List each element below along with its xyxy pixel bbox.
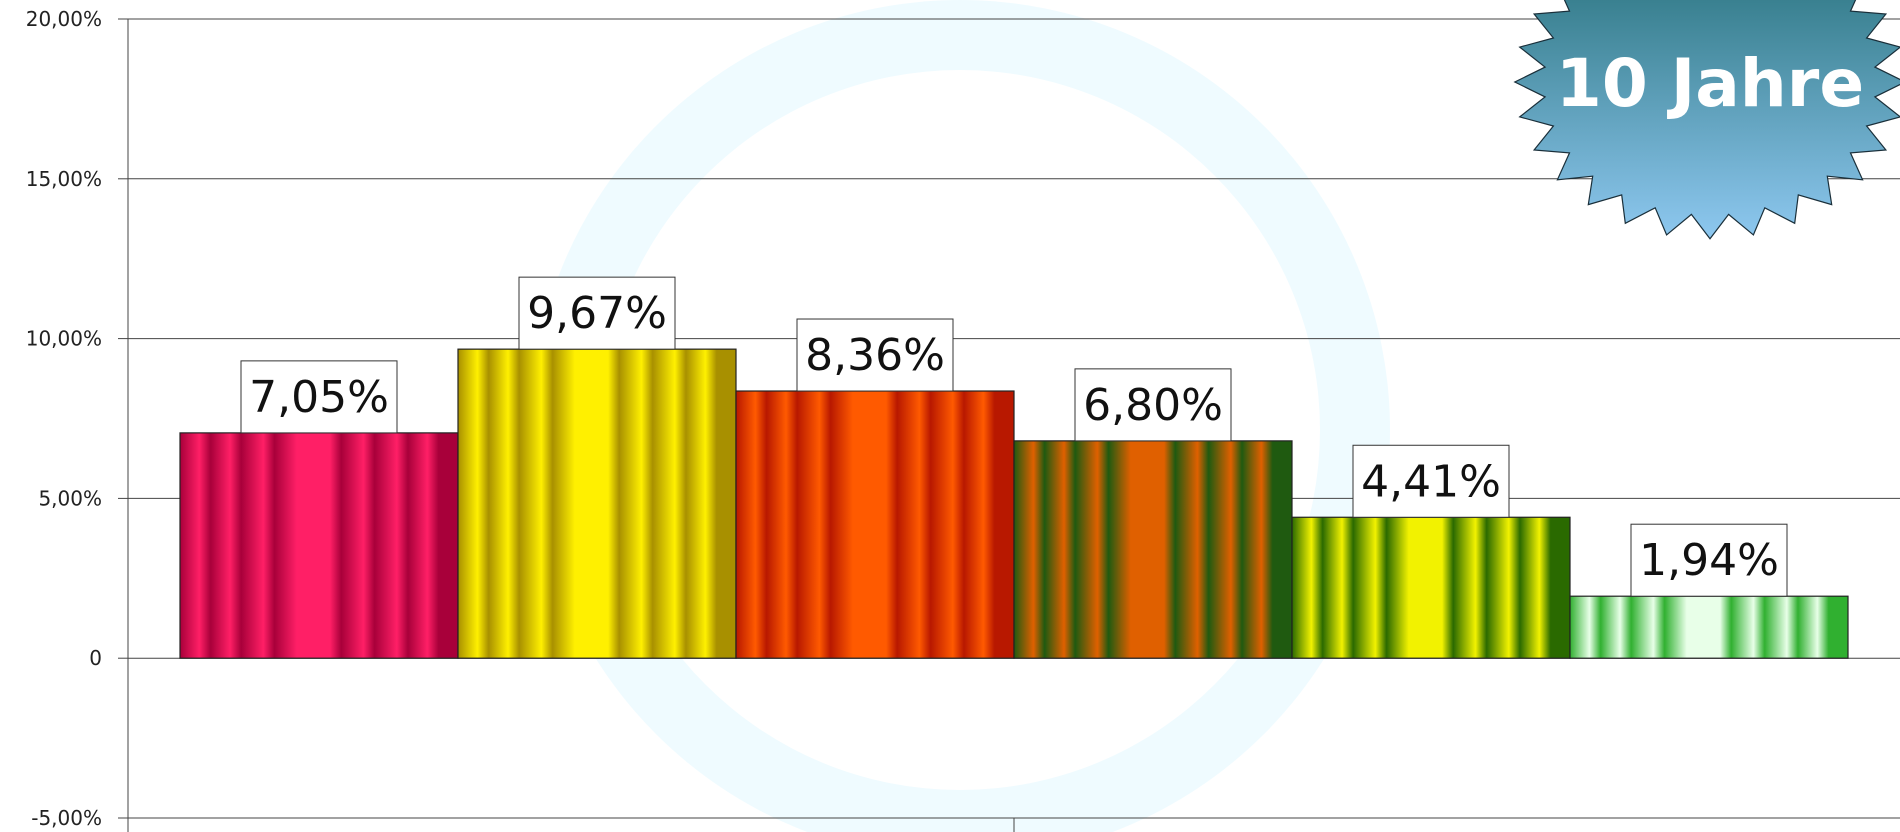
data-label: 8,36% (805, 330, 945, 381)
ten-years-badge: 10 Jahre (1513, 0, 1900, 240)
y-tick-label: 10,00% (26, 327, 102, 351)
data-label-box (796, 318, 954, 392)
badge-text: 10 Jahre (1556, 45, 1864, 122)
data-label: 6,80% (1083, 380, 1223, 431)
data-label-box (1352, 444, 1510, 518)
data-label: 7,05% (249, 372, 389, 423)
y-tick-label: 15,00% (26, 167, 102, 191)
data-label-box (518, 276, 676, 350)
data-label: 9,67% (527, 288, 667, 339)
y-tick-label: 20,00% (26, 7, 102, 31)
data-label-box (1630, 523, 1788, 597)
bar (457, 348, 737, 659)
starburst-shape (1513, 0, 1900, 240)
bar (1013, 440, 1293, 659)
y-tick-label: 5,00% (38, 486, 102, 510)
y-tick-label: 0 (89, 646, 102, 670)
bar (1291, 516, 1571, 659)
data-label: 1,94% (1639, 535, 1779, 586)
bar (735, 390, 1015, 659)
data-label-box (1074, 368, 1232, 442)
bar (179, 432, 459, 659)
data-label: 4,41% (1361, 456, 1501, 507)
data-label-box (240, 360, 398, 434)
y-tick-label: -5,00% (31, 806, 102, 830)
bar (1569, 595, 1849, 659)
